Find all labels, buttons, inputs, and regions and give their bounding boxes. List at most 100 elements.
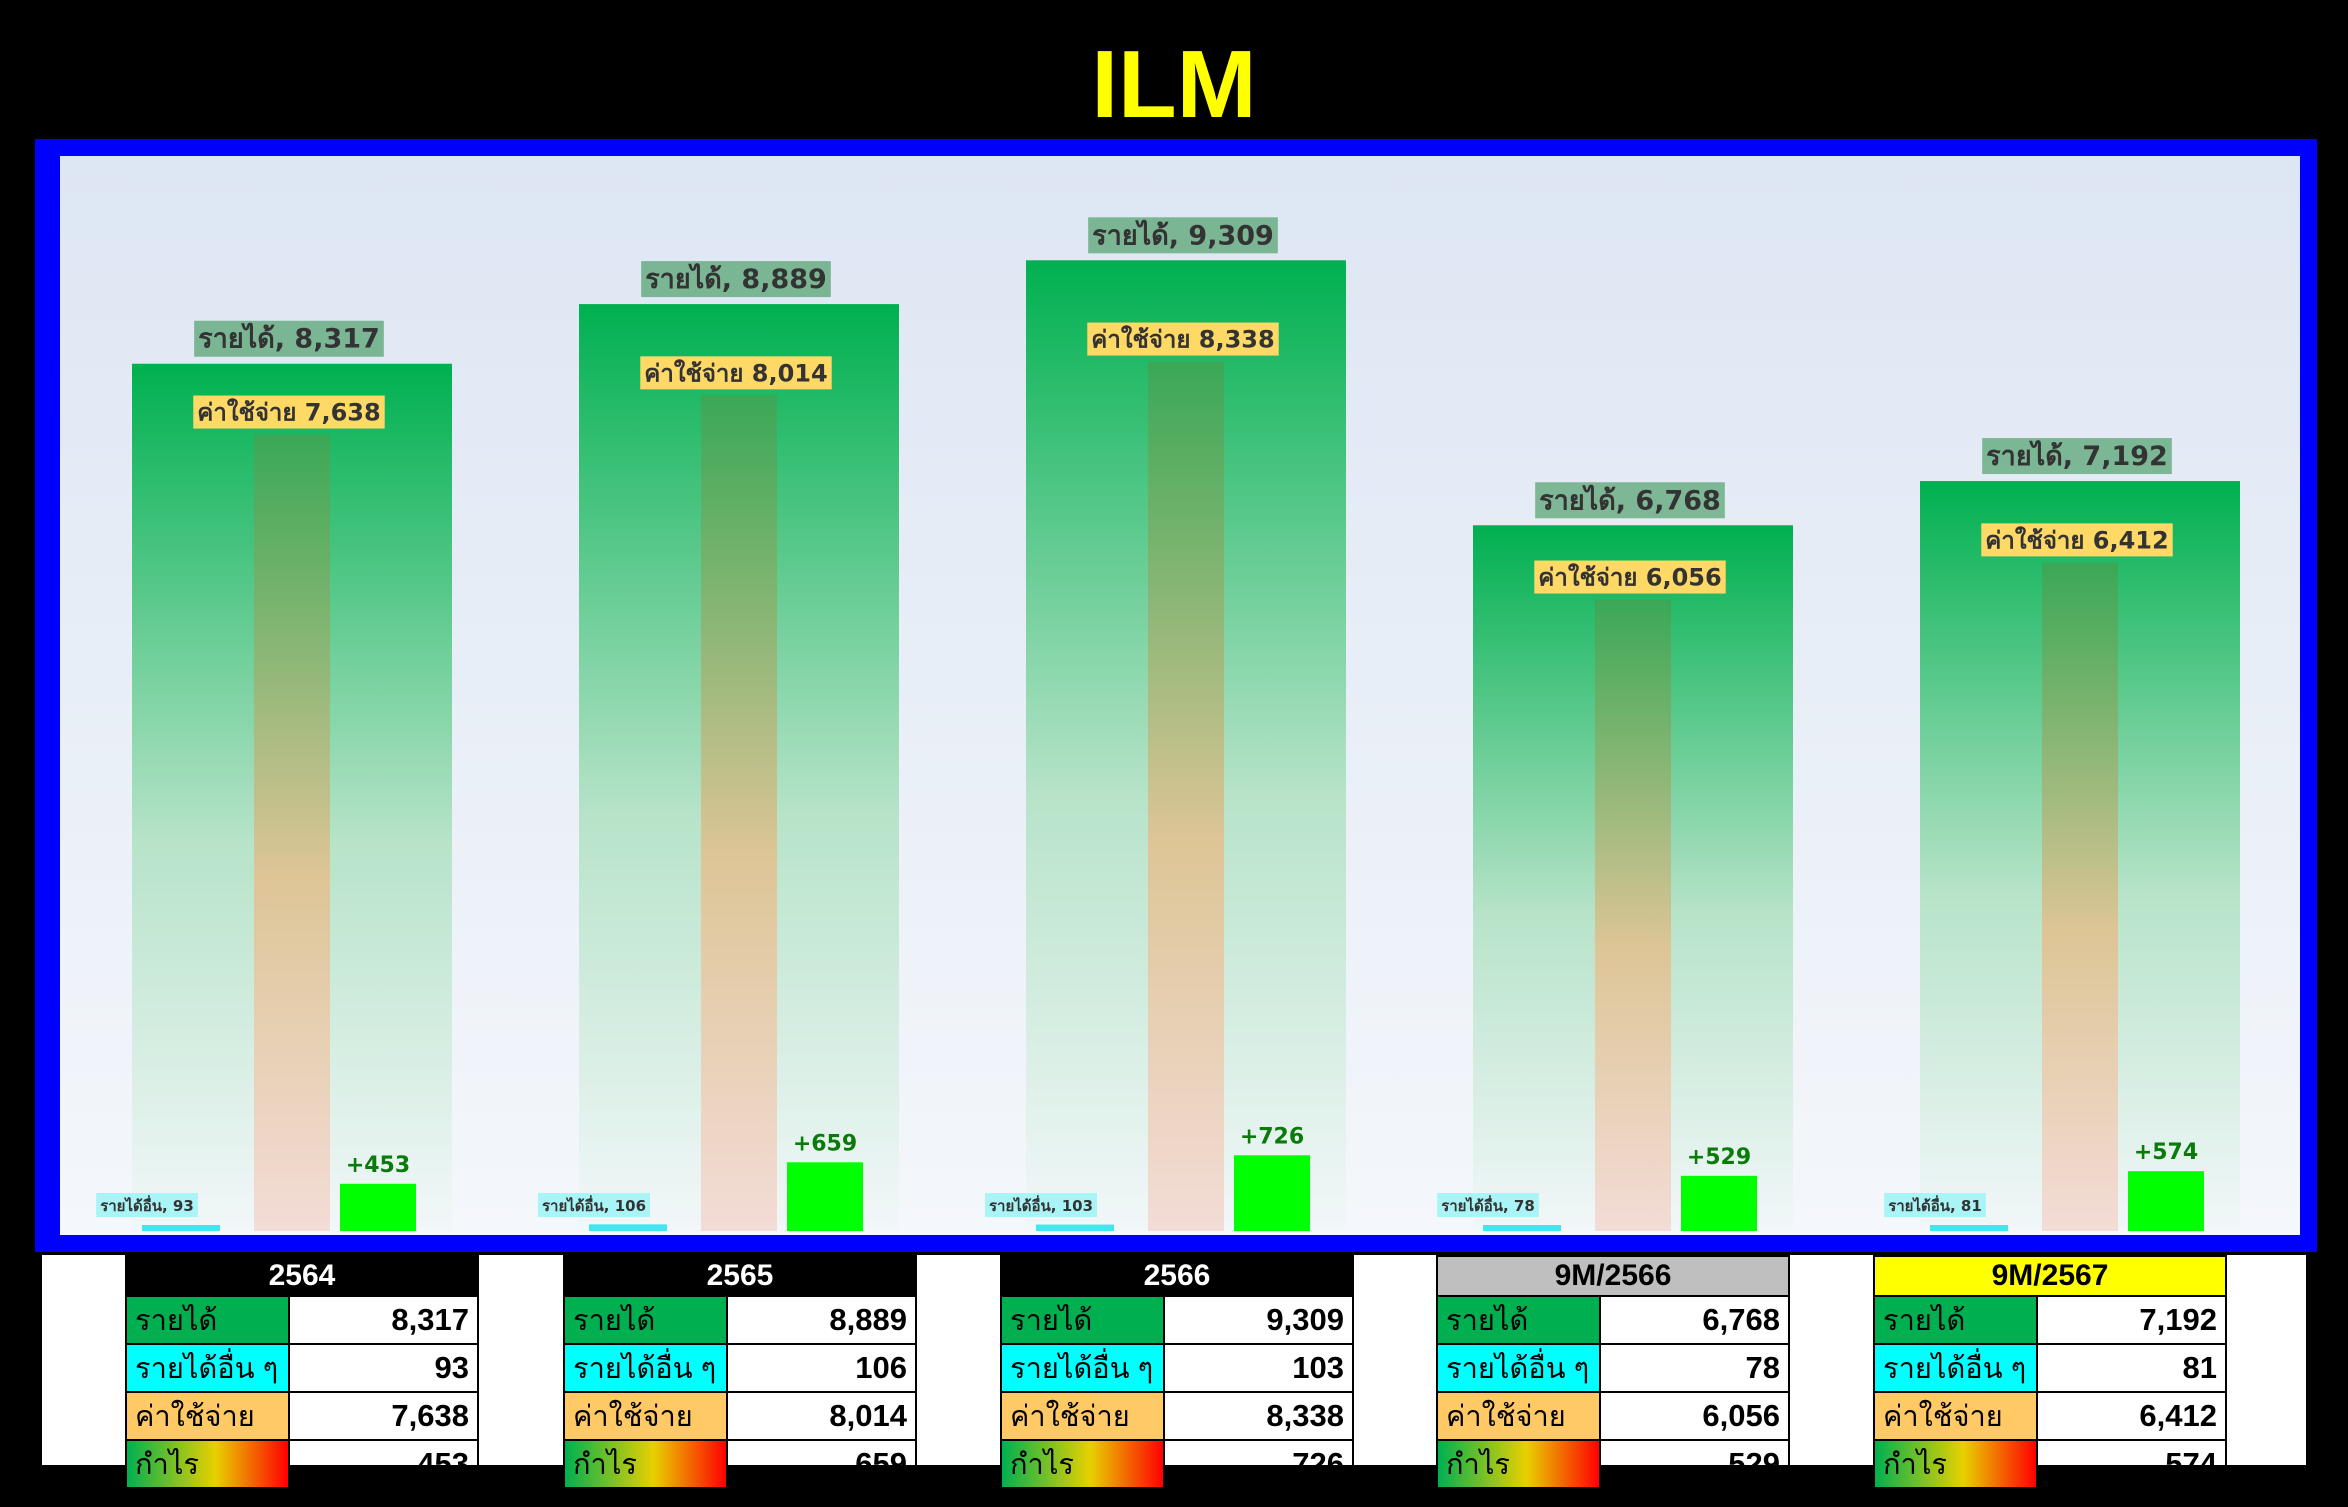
expense-bar xyxy=(2042,562,2118,1231)
row-label: รายได้อื่น ๆ xyxy=(125,1343,290,1393)
other-income-label-bg xyxy=(1884,1193,1986,1217)
revenue-label-bg xyxy=(641,261,831,298)
expense-bar xyxy=(701,395,777,1231)
table-row: รายได้อื่น ๆ 106 xyxy=(563,1343,917,1393)
row-label: รายได้ xyxy=(1000,1295,1165,1345)
row-value: 6,768 xyxy=(1599,1295,1790,1345)
revenue-label: รายได้, 8,889 xyxy=(645,263,827,295)
summary-table: 9M/2566 รายได้ 6,768 รายได้อื่น ๆ 78 ค่าใช้จ่… xyxy=(1436,1255,1790,1489)
table-row: รายได้ 8,317 xyxy=(125,1295,479,1345)
table-row: กำไร 453 xyxy=(125,1439,479,1489)
row-value: 453 xyxy=(288,1439,479,1489)
row-label: กำไร xyxy=(1873,1439,2038,1489)
row-value: 7,638 xyxy=(288,1391,479,1441)
expense-label-bg xyxy=(1534,560,1726,594)
row-value: 103 xyxy=(1163,1343,1354,1393)
row-label: กำไร xyxy=(125,1439,290,1489)
summary-table: 2565 รายได้ 8,889 รายได้อื่น ๆ 106 ค่าใช้จ่าย… xyxy=(563,1255,917,1489)
row-label: ค่าใช้จ่าย xyxy=(125,1391,290,1441)
profit-bar xyxy=(1234,1155,1310,1231)
table-header: 2565 xyxy=(563,1255,917,1297)
profit-label: +529 xyxy=(1687,1145,1751,1170)
table-row: รายได้ 8,889 xyxy=(563,1295,917,1345)
table-header: 9M/2566 xyxy=(1436,1255,1790,1297)
expense-label: ค่าใช้จ่าย 8,338 xyxy=(1091,325,1274,354)
table-row: รายได้ 7,192 xyxy=(1873,1295,2227,1345)
row-label: รายได้ xyxy=(125,1295,290,1345)
revenue-label: รายได้, 7,192 xyxy=(1986,440,2168,472)
row-value: 8,889 xyxy=(726,1295,917,1345)
table-row: กำไร 574 xyxy=(1873,1439,2227,1489)
revenue-label-bg xyxy=(194,320,384,357)
revenue-label: รายได้, 8,317 xyxy=(198,323,380,355)
profit-label: +574 xyxy=(2134,1140,2198,1165)
row-value: 659 xyxy=(726,1439,917,1489)
other-income-label: รายได้อื่น, 103 xyxy=(989,1195,1093,1215)
chart-svg: รายได้, 8,317 ค่าใช้จ่าย 7,638 รายได้อื่น,… xyxy=(96,217,2240,1232)
revenue-label: รายได้, 9,309 xyxy=(1092,219,1274,251)
row-value: 8,317 xyxy=(288,1295,479,1345)
row-label: รายได้อื่น ๆ xyxy=(1873,1343,2038,1393)
row-value: 529 xyxy=(1599,1439,1790,1489)
expense-label: ค่าใช้จ่าย 6,412 xyxy=(1985,525,2168,554)
summary-table: 2564 รายได้ 8,317 รายได้อื่น ๆ 93 ค่าใช้จ่าย 7… xyxy=(125,1255,479,1489)
other-income-label-bg xyxy=(984,1193,1098,1217)
row-label: ค่าใช้จ่าย xyxy=(1436,1391,1601,1441)
expense-label: ค่าใช้จ่าย 8,014 xyxy=(644,358,827,387)
row-value: 574 xyxy=(2036,1439,2227,1489)
table-header: 2566 xyxy=(1000,1255,1354,1297)
row-label: กำไร xyxy=(1000,1439,1165,1489)
profit-bar xyxy=(1681,1175,1757,1231)
row-label: รายได้อื่น ๆ xyxy=(563,1343,728,1393)
profit-bar xyxy=(787,1162,863,1231)
row-value: 81 xyxy=(2036,1343,2227,1393)
table-row: รายได้อื่น ๆ 78 xyxy=(1436,1343,1790,1393)
other-income-label: รายได้อื่น, 93 xyxy=(100,1195,194,1215)
table-row: รายได้ 6,768 xyxy=(1436,1295,1790,1345)
summary-table: 2566 รายได้ 9,309 รายได้อื่น ๆ 103 ค่าใช้จ่าย… xyxy=(1000,1255,1354,1489)
table-row: ค่าใช้จ่าย 6,056 xyxy=(1436,1391,1790,1441)
table-row: รายได้อื่น ๆ 81 xyxy=(1873,1343,2227,1393)
expense-label-bg xyxy=(1981,523,2173,557)
row-value: 106 xyxy=(726,1343,917,1393)
row-value: 8,338 xyxy=(1163,1391,1354,1441)
row-label: รายได้อื่น ๆ xyxy=(1000,1343,1165,1393)
summary-table: 9M/2567 รายได้ 7,192 รายได้อื่น ๆ 81 ค่าใช้จ่… xyxy=(1873,1255,2227,1489)
row-value: 6,056 xyxy=(1599,1391,1790,1441)
table-row: ค่าใช้จ่าย 7,638 xyxy=(125,1391,479,1441)
other-income-bar xyxy=(1036,1224,1114,1231)
other-income-bar xyxy=(1930,1225,2008,1231)
table-row: กำไร 726 xyxy=(1000,1439,1354,1489)
table-row: รายได้อื่น ๆ 93 xyxy=(125,1343,479,1393)
expense-label-bg xyxy=(1087,322,1279,356)
table-row: กำไร 659 xyxy=(563,1439,917,1489)
table-row: รายได้อื่น ๆ 103 xyxy=(1000,1343,1354,1393)
other-income-label-bg xyxy=(96,1193,198,1217)
other-income-label-bg xyxy=(1437,1193,1539,1217)
revenue-label-bg xyxy=(1535,482,1725,519)
row-label: รายได้ xyxy=(1436,1295,1601,1345)
profit-label: +453 xyxy=(346,1153,410,1178)
row-value: 8,014 xyxy=(726,1391,917,1441)
table-row: กำไร 529 xyxy=(1436,1439,1790,1489)
expense-bar xyxy=(1148,361,1224,1231)
expense-label: ค่าใช้จ่าย 7,638 xyxy=(197,398,380,427)
other-income-bar xyxy=(142,1225,220,1231)
expense-label-bg xyxy=(640,356,832,390)
profit-bar xyxy=(2128,1171,2204,1231)
row-value: 726 xyxy=(1163,1439,1354,1489)
row-label: รายได้ xyxy=(563,1295,728,1345)
revenue-label-bg xyxy=(1088,217,1278,254)
table-header: 2564 xyxy=(125,1255,479,1297)
profit-label: +659 xyxy=(793,1131,857,1156)
table-header: 9M/2567 xyxy=(1873,1255,2227,1297)
row-label: กำไร xyxy=(1436,1439,1601,1489)
other-income-label: รายได้อื่น, 106 xyxy=(542,1195,646,1215)
other-income-label: รายได้อื่น, 81 xyxy=(1888,1195,1982,1215)
row-value: 6,412 xyxy=(2036,1391,2227,1441)
row-value: 93 xyxy=(288,1343,479,1393)
expense-label: ค่าใช้จ่าย 6,056 xyxy=(1538,563,1721,592)
expense-bar xyxy=(254,434,330,1231)
table-row: รายได้ 9,309 xyxy=(1000,1295,1354,1345)
profit-bar xyxy=(340,1183,416,1231)
